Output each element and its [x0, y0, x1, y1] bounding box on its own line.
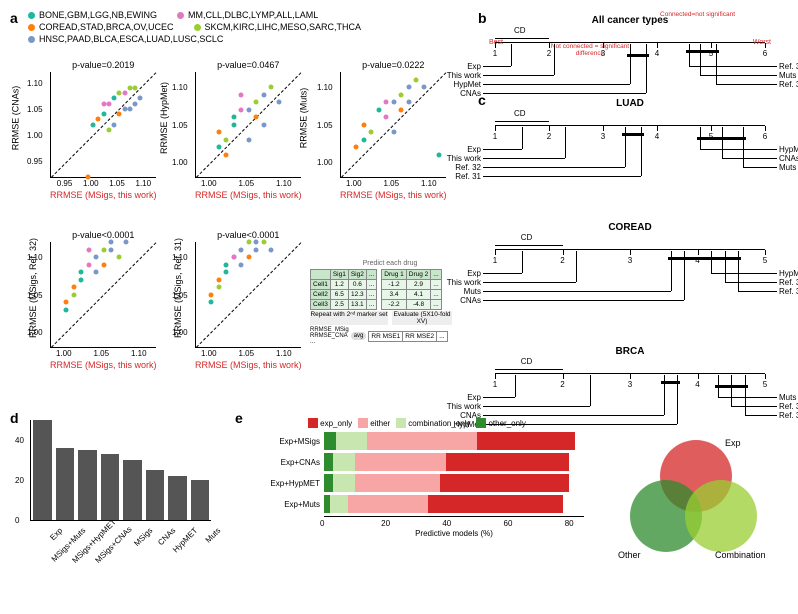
sig-table: Sig1Sig2... Cell11.20.6... Cell26.512.3.…	[310, 269, 377, 310]
panel-label-e: e	[235, 410, 243, 426]
legend-other_only: other_only	[476, 418, 525, 428]
legend: BONE,GBM,LGG,NB,EWING MM,CLL,DLBC,LYMP,AL…	[28, 10, 361, 46]
predict-label: Predict each drug	[310, 260, 470, 267]
venn-circle-combination	[685, 480, 757, 552]
legend-item: COREAD,STAD,BRCA,OV,UCEC	[28, 22, 174, 32]
venn-label: Combination	[715, 550, 766, 560]
bar-chart-d: Predictive models (%) 02040ExpMSigs+Muts…	[30, 420, 211, 521]
hbar-Exp+CNAs: Exp+CNAs	[250, 453, 584, 471]
scatter-s5: p-value<0.0001RRMSE (MSigs, Ref. 31)1.00…	[195, 230, 302, 370]
legend-combination_only: combination_only	[396, 418, 470, 428]
bar-CNAs	[146, 470, 165, 520]
venn-diagram: ExpOtherCombination	[630, 440, 750, 550]
legend-item: SKCM,KIRC,LIHC,MESO,SARC,THCA	[194, 22, 362, 32]
bar-MSigs+CNAs	[101, 454, 120, 520]
bar-Exp	[33, 420, 52, 520]
avg-label: avg	[351, 332, 367, 340]
bar-Muts	[191, 480, 210, 520]
hbar-Exp+HypMET: Exp+HypMET	[250, 474, 584, 492]
panel-label-a: a	[10, 10, 18, 26]
panel-label-c: c	[478, 92, 486, 108]
evaluate-label: Evaluate (5X10-fold XV)	[392, 311, 452, 325]
scatter-s4: p-value<0.0001RRMSE (MSigs, Ref. 32)1.00…	[50, 230, 157, 370]
bar-MSigs+Muts	[56, 448, 75, 520]
scatter-s2: p-value=0.0467RRMSE (HypMet)1.001.001.05…	[195, 60, 302, 200]
e-xlabel: Predictive models (%)	[324, 529, 584, 538]
bar-HypMET	[168, 476, 187, 520]
panel-label-d: d	[10, 410, 19, 426]
venn-label: Other	[618, 550, 641, 560]
scatter-s1: p-value=0.2019RRMSE (CNAs)0.950.951.001.…	[50, 60, 157, 200]
drug-table: Drug 1Drug 2... -1.22.9... 3.44.1... -2.…	[381, 269, 441, 310]
bar-MSigs+HypMET	[78, 450, 97, 520]
repeat-label: Repeat with 2ⁿᵈ marker set	[310, 311, 388, 325]
cd-diagrams-c: LUADCD123456ExpThis workRef. 32Ref. 31Hy…	[495, 98, 780, 470]
legend-exp_only: exp_only	[308, 418, 352, 428]
hbar-Exp+MSigs: Exp+MSigs	[250, 432, 584, 450]
scatter-s3: p-value=0.0222RRMSE (Muts)1.001.001.051.…	[340, 60, 447, 200]
bar-MSigs	[123, 460, 142, 520]
hbar-Exp+Muts: Exp+Muts	[250, 495, 584, 513]
hbar-chart-e: exp_only either combination_only other_only…	[250, 418, 584, 538]
legend-item: HNSC,PAAD,BLCA,ESCA,LUAD,LUSC,SCLC	[28, 34, 223, 44]
panel-label-b: b	[478, 10, 487, 26]
venn-label: Exp	[725, 438, 741, 448]
legend-item: MM,CLL,DLBC,LYMP,ALL,LAML	[177, 10, 318, 20]
legend-item: BONE,GBM,LGG,NB,EWING	[28, 10, 157, 20]
legend-either: either	[358, 418, 390, 428]
